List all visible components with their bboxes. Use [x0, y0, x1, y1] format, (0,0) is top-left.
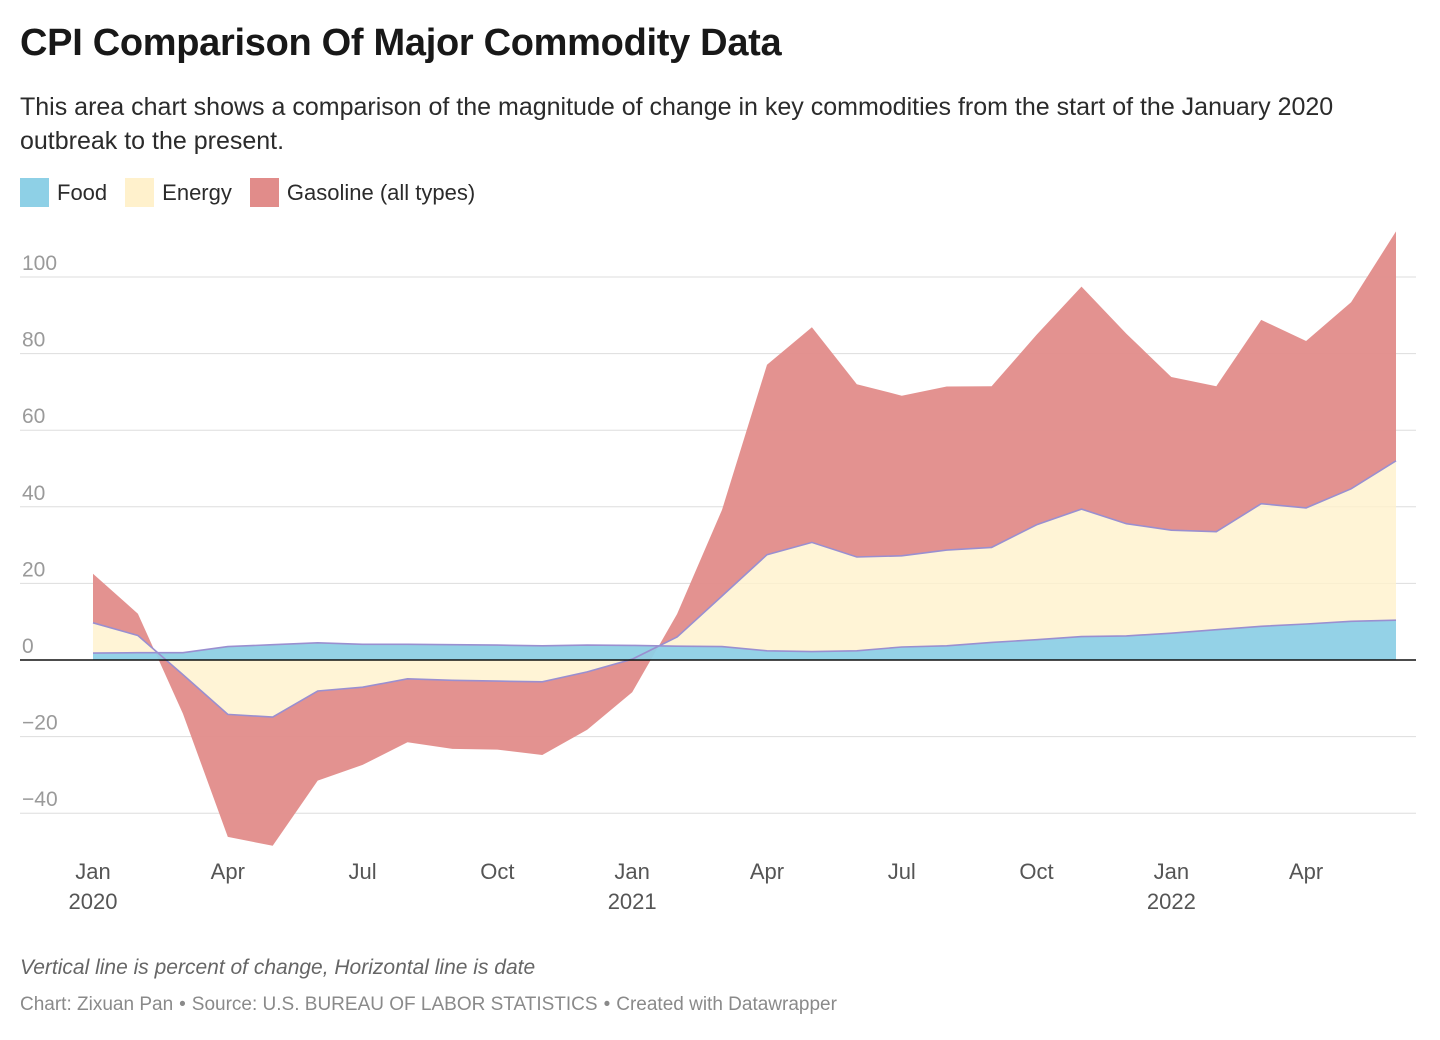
x-tick-label: Jan [1154, 859, 1189, 884]
chart-title: CPI Comparison Of Major Commodity Data [20, 22, 782, 64]
legend-item-food: Food [20, 178, 107, 207]
legend-swatch-food [20, 178, 49, 207]
x-tick-label: Apr [211, 859, 245, 884]
legend-swatch-energy [125, 178, 155, 207]
x-tick-year-label: 2022 [1147, 889, 1196, 914]
footer-source: Source: U.S. BUREAU OF LABOR STATISTICS [191, 994, 598, 1015]
x-tick-year-label: 2021 [608, 889, 657, 914]
legend-item-gasoline: Gasoline (all types) [249, 178, 476, 207]
series-boundary-line [92, 619, 1397, 654]
y-tick-label: −20 [22, 712, 58, 735]
series-boundary-line [92, 460, 1397, 718]
x-tick-label: Jan [75, 859, 110, 884]
x-tick-label: Jul [349, 859, 377, 884]
legend-label-energy: Energy [162, 179, 232, 205]
legend-label-food: Food [57, 179, 108, 205]
x-tick-label: Jan [614, 859, 649, 884]
legend-item-energy: Energy [125, 178, 232, 207]
legend: Food Energy Gasoline (all types) [20, 178, 493, 207]
y-tick-label: 0 [22, 635, 34, 658]
area-series-gasoline [93, 231, 1396, 846]
y-tick-label: 80 [22, 329, 45, 352]
chart-subtitle: This area chart shows a comparison of th… [20, 93, 1334, 155]
x-tick-label: Oct [1019, 859, 1053, 884]
x-tick-year-label: 2020 [69, 889, 118, 914]
footer-credit: Chart: Zixuan Pan [20, 994, 174, 1015]
footer-separator: • [603, 994, 611, 1015]
x-tick-label: Apr [750, 859, 784, 884]
footer-separator: • [179, 994, 186, 1015]
legend-label-gasoline: Gasoline (all types) [286, 179, 476, 205]
y-tick-label: 40 [22, 482, 45, 505]
chart-note: Vertical line is percent of change, Hori… [20, 956, 536, 979]
y-tick-label: 100 [22, 252, 57, 275]
y-tick-label: 60 [22, 405, 45, 428]
area-chart: 100 80 60 40 20 0 −20 −40 Jan 2020 Apr Jul Oct Jan 202… [20, 231, 1416, 914]
area-series-food [93, 620, 1396, 660]
x-tick-label: Jul [888, 859, 916, 884]
chart-footer: Chart: Zixuan Pan • Source: U.S. BUREAU OF… [20, 994, 837, 1016]
y-tick-label: 20 [22, 558, 45, 581]
legend-swatch-gasoline [249, 178, 279, 207]
x-tick-label: Apr [1289, 859, 1323, 884]
footer-tool: Created with Datawrapper [616, 994, 837, 1015]
x-tick-label: Oct [480, 859, 514, 884]
y-tick-label: −40 [22, 788, 58, 811]
